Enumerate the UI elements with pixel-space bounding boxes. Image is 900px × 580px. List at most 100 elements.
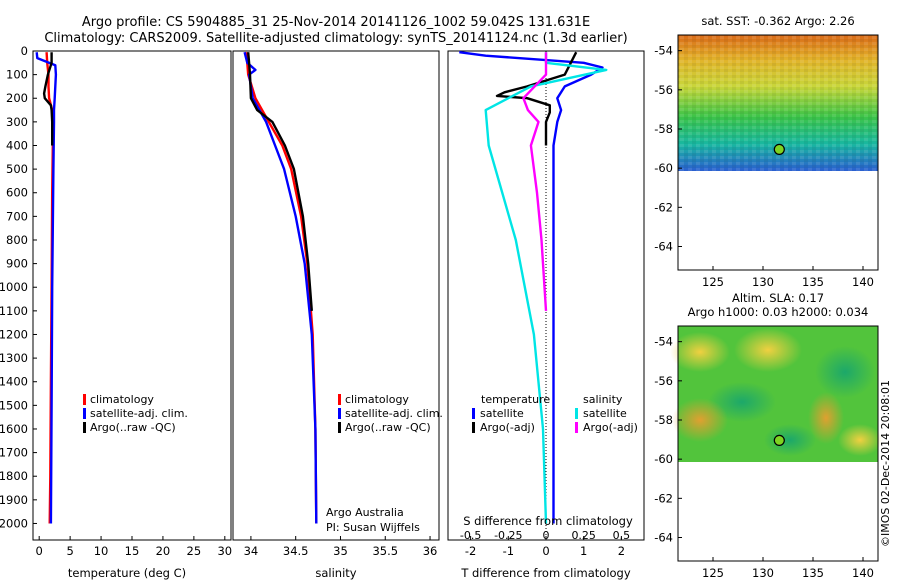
argo-float-marker xyxy=(773,143,785,156)
map-x-tick-label: 130 xyxy=(752,566,774,580)
map-x-tick-label: 135 xyxy=(802,566,824,580)
argo-float-marker xyxy=(773,434,785,447)
x-tick-label: 2 xyxy=(618,544,625,558)
y-tick-label: 1600 xyxy=(0,422,28,436)
sla-map-texture xyxy=(672,398,728,442)
sla-map-texture xyxy=(815,346,875,398)
temperature-xlabel: temperature (deg C) xyxy=(68,566,186,580)
y-tick-label: 2000 xyxy=(0,516,28,530)
x-tick-label-salinity: -0.5 xyxy=(460,529,481,542)
legend-label-climatology: climatology xyxy=(90,393,154,406)
sla-map-title-line2: Argo h1000: 0.03 h2000: 0.034 xyxy=(688,305,869,319)
y-tick-label: 0 xyxy=(21,44,28,58)
temperature-panel-frame xyxy=(32,50,232,541)
legend-label-s-argo: Argo(-adj) xyxy=(583,421,638,434)
legend-swatch-climatology xyxy=(338,394,341,405)
series-line-s-argo-adj- xyxy=(522,52,548,311)
map-x-tick-label: 125 xyxy=(702,275,724,289)
legend-swatch-t-argo xyxy=(472,422,475,433)
sst-map-title: sat. SST: -0.362 Argo: 2.26 xyxy=(701,14,854,28)
annotation-argo-australia: Argo Australia xyxy=(326,506,404,519)
map-y-tick-label: -64 xyxy=(654,240,673,254)
legend-label-argo: Argo(..raw -QC) xyxy=(90,421,176,434)
map-y-tick-label: -56 xyxy=(654,83,673,97)
temperature-legend: climatology satellite-adj. clim. Argo(..… xyxy=(83,393,188,434)
salinity-xlabel: salinity xyxy=(315,566,356,580)
sst-map-frame xyxy=(677,34,879,271)
y-tick-label: 1200 xyxy=(0,327,28,341)
y-tick-label: 900 xyxy=(6,257,28,271)
map-axes: 125 130 135 140 -54 -56 -58 -60 -62 -64 125 130 135 1… xyxy=(654,44,874,580)
x-tick-label: 30 xyxy=(217,544,232,558)
y-tick-label: 100 xyxy=(6,68,28,82)
map-x-tick-label: 140 xyxy=(852,566,874,580)
legend-label-climatology: climatology xyxy=(345,393,409,406)
x-tick-label: 1 xyxy=(580,544,587,558)
figure-title-line1: Argo profile: CS 5904885_31 25-Nov-2014 … xyxy=(82,15,590,30)
sla-map-texture xyxy=(764,424,816,456)
y-tick-label: 400 xyxy=(6,138,28,152)
y-tick-label: 300 xyxy=(6,115,28,129)
map-y-tick-label: -54 xyxy=(654,44,673,58)
map-x-tick-label: 140 xyxy=(852,275,874,289)
legend-swatch-climatology xyxy=(83,394,86,405)
series-line-argo-raw-qc- xyxy=(247,52,313,311)
map-y-tick-label: -64 xyxy=(654,531,673,545)
sla-map-frame xyxy=(677,325,879,562)
sla-map-texture xyxy=(734,328,802,372)
legend-title-temperature: temperature xyxy=(481,393,550,406)
profile-series xyxy=(35,51,608,524)
y-tick-label: 700 xyxy=(6,209,28,223)
y-tick-label: 1700 xyxy=(0,446,28,460)
map-y-tick-label: -56 xyxy=(654,374,673,388)
map-y-tick-label: -60 xyxy=(654,452,673,466)
annotation-pi-name: PI: Susan Wijffels xyxy=(326,521,420,534)
y-tick-label: 1500 xyxy=(0,398,28,412)
series-line-t-satellite xyxy=(459,51,604,524)
x-tick-label-salinity: -0.25 xyxy=(494,529,522,542)
x-tick-label-salinity: 0.25 xyxy=(571,529,596,542)
y-tick-label: 1100 xyxy=(0,304,28,318)
salinity-panel-frame xyxy=(232,50,440,541)
y-tick-label: 1000 xyxy=(0,280,28,294)
series-line-climatology xyxy=(245,52,318,524)
map-y-tick-label: -62 xyxy=(654,491,673,505)
map-x-tick-label: 130 xyxy=(752,275,774,289)
legend-label-s-satellite: satellite xyxy=(583,407,627,420)
sla-map-texture xyxy=(808,392,844,444)
legend-label-t-argo: Argo(-adj) xyxy=(480,421,535,434)
difference-xlabel-salinity: S difference from climatology xyxy=(463,514,633,528)
map-y-tick-label: -54 xyxy=(654,335,673,349)
legend-swatch-s-satellite xyxy=(575,408,578,419)
series-line-s-satellite xyxy=(484,52,608,524)
profile-axes: 0 5 10 15 20 25 300100200300400500600700800900… xyxy=(0,44,630,558)
imos-imprint: ©IMOS 02-Dec-2014 20:08:01 xyxy=(879,380,892,547)
map-y-tick-label: -58 xyxy=(654,413,673,427)
map-x-tick-label: 135 xyxy=(802,275,824,289)
map-x-tick-label: 125 xyxy=(702,566,724,580)
series-line-satellite-adj-clim- xyxy=(243,51,318,524)
difference-xlabel: T difference from climatology xyxy=(460,566,631,580)
sla-map-texture xyxy=(838,424,882,456)
x-tick-label: -2 xyxy=(465,544,476,558)
map-y-tick-label: -60 xyxy=(654,161,673,175)
y-tick-label: 500 xyxy=(6,162,28,176)
legend-swatch-satellite-adj xyxy=(83,408,86,419)
legend-swatch-s-argo xyxy=(575,422,578,433)
x-tick-label-salinity: 0.5 xyxy=(613,529,631,542)
y-tick-label: 1800 xyxy=(0,469,28,483)
legend-swatch-t-satellite xyxy=(472,408,475,419)
legend-label-t-satellite: satellite xyxy=(480,407,524,420)
map-y-tick-label: -62 xyxy=(654,200,673,214)
figure-title-line2: Climatology: CARS2009. Satellite-adjuste… xyxy=(44,31,627,46)
legend-label-satellite-adj: satellite-adj. clim. xyxy=(345,407,443,420)
x-tick-label: 36 xyxy=(423,544,438,558)
sla-map-title-line1: Altim. SLA: 0.17 xyxy=(732,291,824,305)
legend-swatch-satellite-adj xyxy=(338,408,341,419)
x-tick-label: 5 xyxy=(66,544,73,558)
y-tick-label: 800 xyxy=(6,233,28,247)
legend-label-argo: Argo(..raw -QC) xyxy=(345,421,431,434)
y-tick-label: 600 xyxy=(6,186,28,200)
x-tick-label: 0 xyxy=(36,544,43,558)
